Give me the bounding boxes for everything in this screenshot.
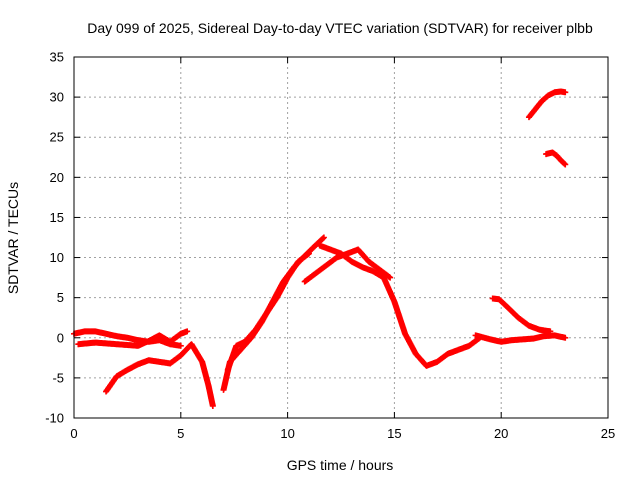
series-late-high-arc [525,88,569,121]
y-tick-label: 25 [50,130,64,145]
y-tick-label: 20 [50,170,64,185]
chart-title: Day 099 of 2025, Sidereal Day-to-day VTE… [87,20,593,36]
x-tick-label: 15 [387,426,401,441]
data-point [562,334,569,341]
y-axis-label: SDTVAR / TECUs [5,182,21,294]
series-band-near-zero-morning-2 [75,328,191,349]
data-points [71,88,569,409]
axis-ticks: 0 5 10 15 20 25 -10 -5 0 5 10 15 20 25 30 35 [45,50,615,442]
y-tick-label: 35 [50,50,64,65]
y-tick-label: 30 [50,90,64,105]
series-arc-dip-morning [103,341,216,409]
data-point [320,234,327,241]
plot-frame [73,56,609,419]
x-axis-label: GPS time / hours [287,457,394,473]
data-point [561,160,568,167]
x-tick-label: 10 [280,426,294,441]
y-tick-label: 0 [57,330,64,345]
data-point [320,235,327,242]
y-tick-label: -5 [52,370,64,385]
data-point [177,342,184,349]
data-point [209,402,216,409]
y-tick-label: 15 [50,210,64,225]
series-evening-spike [489,295,554,335]
x-tick-label: 20 [494,426,508,441]
y-tick-label: 5 [57,290,64,305]
data-point [184,328,191,335]
data-point [547,328,554,335]
x-tick-label: 25 [601,426,615,441]
x-tick-label: 5 [177,426,184,441]
data-point [562,89,569,96]
data-point [387,274,394,281]
y-tick-label: -10 [45,411,64,426]
data-point [562,161,569,168]
grid-lines [74,57,608,418]
series-late-mid-arc [543,149,569,168]
data-point [305,250,312,257]
series-evening-band [472,332,569,345]
series-afternoon-fall [316,242,483,369]
y-tick-label: 10 [50,250,64,265]
x-tick-label: 0 [70,426,77,441]
series-rise-to-noon-2 [224,250,312,373]
